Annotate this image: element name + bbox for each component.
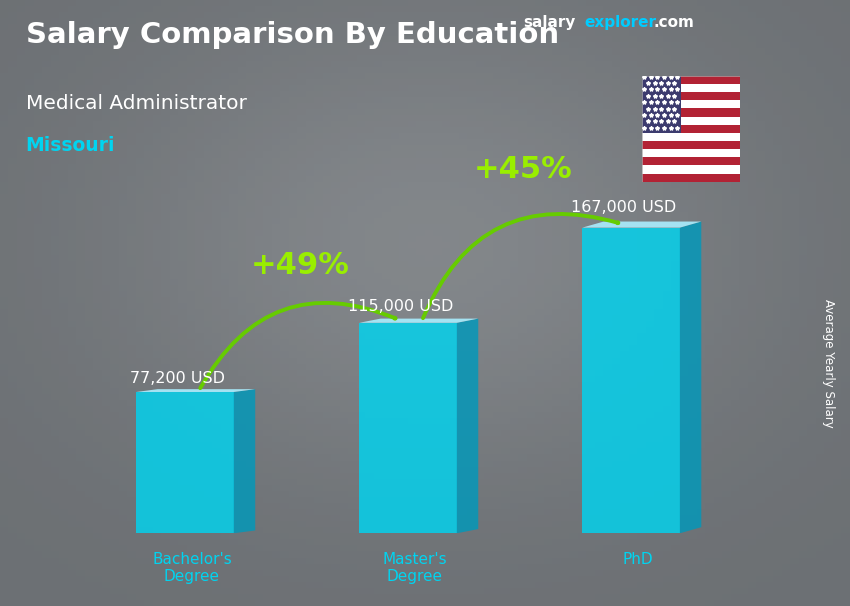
Text: PhD: PhD — [623, 551, 654, 567]
Bar — [642, 133, 740, 141]
Text: 115,000 USD: 115,000 USD — [348, 299, 454, 315]
Polygon shape — [680, 222, 701, 533]
Polygon shape — [234, 389, 255, 533]
Text: 77,200 USD: 77,200 USD — [131, 371, 225, 387]
Text: Medical Administrator: Medical Administrator — [26, 94, 246, 113]
Bar — [642, 125, 740, 133]
Bar — [642, 141, 740, 149]
Polygon shape — [582, 222, 701, 228]
Text: .com: .com — [654, 15, 694, 30]
Polygon shape — [360, 323, 456, 533]
Text: salary: salary — [523, 15, 575, 30]
Polygon shape — [456, 319, 479, 533]
FancyArrowPatch shape — [201, 303, 395, 388]
Text: 167,000 USD: 167,000 USD — [571, 201, 677, 215]
Text: +45%: +45% — [473, 155, 572, 184]
Text: Average Yearly Salary: Average Yearly Salary — [822, 299, 836, 428]
Text: Salary Comparison By Education: Salary Comparison By Education — [26, 21, 558, 49]
Polygon shape — [582, 228, 680, 533]
Bar — [642, 108, 740, 116]
Text: Master's
Degree: Master's Degree — [382, 551, 447, 584]
Polygon shape — [136, 392, 234, 533]
Bar — [642, 174, 740, 182]
Bar — [642, 92, 740, 100]
FancyArrowPatch shape — [423, 214, 618, 318]
Text: Bachelor's
Degree: Bachelor's Degree — [152, 551, 232, 584]
Bar — [642, 76, 740, 84]
Polygon shape — [360, 319, 479, 323]
Text: Missouri: Missouri — [26, 136, 115, 155]
Bar — [642, 158, 740, 165]
Text: +49%: +49% — [251, 251, 349, 280]
Polygon shape — [136, 389, 255, 392]
Bar — [642, 100, 740, 108]
Bar — [642, 116, 740, 125]
Text: explorer: explorer — [584, 15, 656, 30]
Bar — [642, 149, 740, 158]
Bar — [642, 84, 740, 92]
Bar — [642, 76, 681, 133]
Bar — [642, 165, 740, 174]
